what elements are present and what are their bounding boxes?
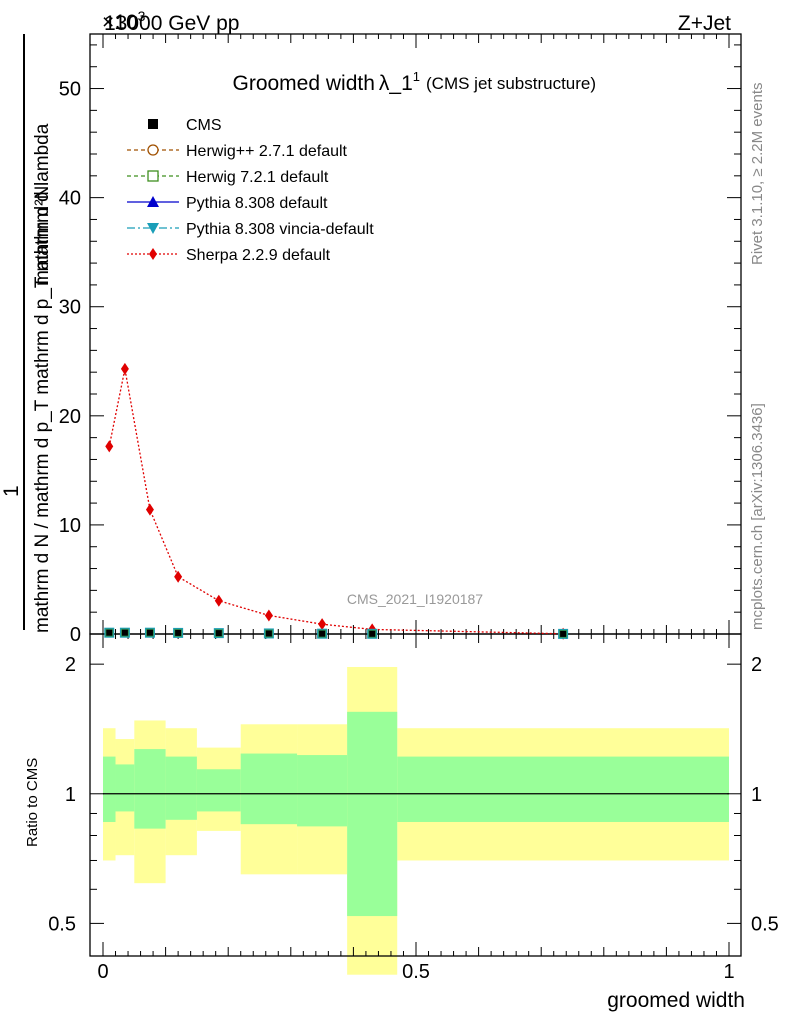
- main-ytick-label: 20: [59, 406, 81, 428]
- ratio-band-inner: [297, 755, 348, 827]
- sherpa-point: [264, 609, 273, 622]
- legend-marker-herwigpp: [147, 144, 159, 156]
- process-label: Z+Jet: [678, 12, 731, 35]
- cms-point: [175, 629, 182, 636]
- ratio-xtick-label: 1: [723, 961, 734, 983]
- main-ytick-label: 10: [59, 515, 81, 537]
- cms-point: [369, 630, 376, 637]
- ratio-ytick-label-left: 1: [65, 784, 76, 806]
- sherpa-point: [145, 503, 154, 516]
- ratio-ytick-label-left: 0.5: [48, 913, 76, 935]
- legend: CMS Herwig++ 2.7.1 default Herwig 7.2.1 de…: [127, 117, 374, 264]
- rivet-label: Rivet 3.1.10, ≥ 2.2M events: [749, 83, 766, 266]
- ratio-band-inner: [347, 711, 398, 917]
- ylabel-one: 1: [0, 485, 23, 497]
- cms-point: [319, 630, 326, 637]
- plot-title-part: Groomed width λ_11: [233, 69, 421, 95]
- ratio-xtick-label: 0.5: [402, 961, 430, 983]
- mcplots-label: mcplots.cern.ch [arXiv:1306.3436]: [749, 403, 766, 630]
- sherpa-point: [214, 594, 223, 607]
- ratio-band-inner: [134, 749, 166, 829]
- exponent-label: ×103: [102, 8, 146, 34]
- ratio-ytick-label-right: 0.5: [751, 913, 779, 935]
- sherpa-point: [318, 618, 327, 631]
- energy-label: 13000 GeV pp: [104, 12, 239, 35]
- ratio-ylabel: Ratio to CMS: [24, 758, 41, 847]
- ratio-band-inner: [103, 756, 116, 822]
- ratio-band-inner: [397, 756, 729, 822]
- ratio-band-inner: [196, 769, 241, 812]
- cms-point: [106, 629, 113, 636]
- main-ytick-label: 50: [59, 79, 81, 101]
- sherpa-line: [108, 368, 564, 635]
- ylabel-denominator: mathrm d N / mathrm d p_T mathrm d p_T m…: [32, 123, 53, 633]
- legend-marker-sherpa: [149, 248, 157, 260]
- cms-point: [265, 630, 272, 637]
- x-axis-label: groomed width: [607, 989, 745, 1012]
- legend-label: Pythia 8.308 vincia-default: [186, 221, 374, 238]
- main-plot-frame: 0 10 20 30 40 50: [59, 33, 742, 646]
- cms-point: [560, 630, 567, 637]
- ratio-ytick-label-left: 2: [65, 654, 76, 676]
- analysis-watermark: CMS_2021_I1920187: [347, 591, 483, 607]
- main-ytick-label: 40: [59, 188, 81, 210]
- sherpa-point: [174, 570, 183, 583]
- main-ytick-label: 30: [59, 297, 81, 319]
- cms-point: [121, 629, 128, 636]
- cms-point: [215, 630, 222, 637]
- sherpa-point: [105, 440, 114, 453]
- legend-label: Herwig++ 2.7.1 default: [186, 143, 348, 160]
- legend-label: Pythia 8.308 default: [186, 195, 328, 212]
- sherpa-point: [120, 362, 129, 375]
- ratio-band-inner: [240, 753, 298, 825]
- ratio-xtick-label: 0: [97, 961, 108, 983]
- legend-marker-vincia: [147, 223, 159, 234]
- main-ytick-label: 0: [70, 624, 81, 646]
- plot-subtitle: (CMS jet substructure): [426, 74, 596, 93]
- legend-label: Sherpa 2.2.9 default: [186, 247, 331, 264]
- main-series: [104, 362, 569, 640]
- main-ylabel: mathrm d N / mathrm d p_T mathrm d p_T m…: [0, 34, 53, 633]
- legend-label: CMS: [186, 117, 222, 134]
- legend-label: Herwig 7.2.1 default: [186, 169, 329, 186]
- ratio-band-inner: [115, 764, 135, 812]
- ratio-plot-frame: 0 0.5 1 0.5 0.5 1 1 2 2: [48, 633, 779, 983]
- ratio-ytick-label-right: 1: [751, 784, 762, 806]
- legend-marker-cms: [148, 119, 158, 129]
- ylabel-numerator: mathrm d²N: [32, 186, 53, 286]
- ratio-bands: [103, 666, 729, 975]
- cms-point: [146, 629, 153, 636]
- legend-marker-herwig7: [147, 170, 159, 182]
- legend-marker-pythia: [147, 196, 159, 207]
- ratio-band-inner: [165, 756, 197, 820]
- ratio-ytick-label-right: 2: [751, 654, 762, 676]
